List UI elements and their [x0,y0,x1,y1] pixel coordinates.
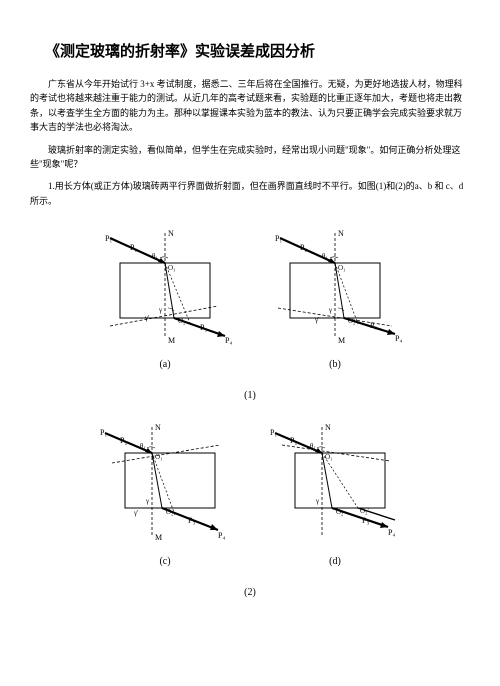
figure-a: N M P₁ P₂ P₃ P₄ θ₁ γ γ' O₁ O₂ [90,218,240,384]
svg-text:N: N [155,423,161,432]
svg-text:P₂: P₂ [130,243,137,252]
page-title: 《测定玻璃的折射率》实验误差成因分析 [30,40,470,61]
svg-text:O₂: O₂ [166,508,174,516]
svg-text:γ: γ [315,497,319,505]
svg-text:P₂: P₂ [290,436,297,445]
svg-text:P₃: P₃ [200,323,207,332]
svg-text:θ₁: θ₁ [140,442,146,450]
svg-text:O₂: O₂ [178,317,186,325]
svg-text:γ: γ [145,497,149,505]
figure-d: N P₁ P₂ P₃ P₄ θ₁ γ O₁ O₂ O₂' (d) [260,415,410,581]
svg-text:M: M [155,533,162,542]
svg-text:O₁: O₁ [338,264,346,272]
svg-text:θ₁: θ₁ [322,252,328,260]
paragraph-1: 广东省从今年开始试行 3+x 考试制度，据悉二、三年后将在全国推行。无疑，为更好… [30,77,470,135]
svg-text:N: N [168,229,174,238]
svg-text:N: N [338,229,344,238]
svg-text:O₁: O₁ [155,453,163,461]
svg-text:P₃: P₃ [362,516,369,525]
svg-text:P₁: P₁ [100,428,107,437]
figlabel-2: (2) [30,587,470,598]
svg-text:M: M [338,336,345,345]
figlabel-1: (1) [30,390,470,401]
paragraph-2: 玻璃折射率的测定实验，看似简单，但学生在完成实验时，经常出现小问题"现象"。如何… [30,143,470,172]
svg-text:P₄: P₄ [395,334,402,343]
svg-text:O₂: O₂ [336,508,344,516]
figure-c: N M P₁ P₂ P₃ P₄ θ₁ γ γ' O₁ O₂ (c) [90,415,240,581]
svg-text:γ: γ [158,306,162,314]
svg-text:P₂: P₂ [120,436,127,445]
item-1: 1.用长方体(或正方体)玻璃砖两平行界面做折射面，但在画界面直线时不平行。如图(… [30,179,470,208]
svg-text:O₁: O₁ [168,264,176,272]
svg-text:N: N [325,423,331,432]
figlabel-b: (b) [260,359,410,370]
svg-text:P₂: P₂ [300,243,307,252]
figlabel-d: (d) [260,556,410,567]
figure-row-2: N M P₁ P₂ P₃ P₄ θ₁ γ γ' O₁ O₂ (c) N [30,415,470,581]
figure-b: N M P₁ P₂ P₃ P₄ θ₁ γ γ' O₁ O₂ (b) [260,218,410,384]
svg-text:O₂': O₂' [360,507,369,515]
figlabel-a: (a) [90,359,240,370]
svg-text:P₁: P₁ [275,234,282,243]
svg-text:O₂: O₂ [348,317,356,325]
svg-text:γ': γ' [133,509,138,517]
svg-text:θ₁: θ₁ [152,252,158,260]
svg-text:P₄: P₄ [388,528,395,537]
svg-text:γ': γ' [314,316,319,324]
svg-text:P₁: P₁ [270,428,277,437]
svg-text:γ': γ' [144,314,149,322]
svg-text:P₄: P₄ [218,531,225,540]
figure-row-1: N M P₁ P₂ P₃ P₄ θ₁ γ γ' O₁ O₂ [30,218,470,384]
svg-text:P₃: P₃ [370,321,377,330]
svg-text:P₄: P₄ [225,336,232,345]
svg-text:O₁: O₁ [325,453,333,461]
svg-text:P₃: P₃ [188,516,195,525]
svg-text:M: M [168,336,175,345]
svg-text:P₁: P₁ [105,234,112,243]
svg-text:γ: γ [328,306,332,314]
figlabel-c: (c) [90,556,240,567]
svg-text:θ₁: θ₁ [310,442,316,450]
